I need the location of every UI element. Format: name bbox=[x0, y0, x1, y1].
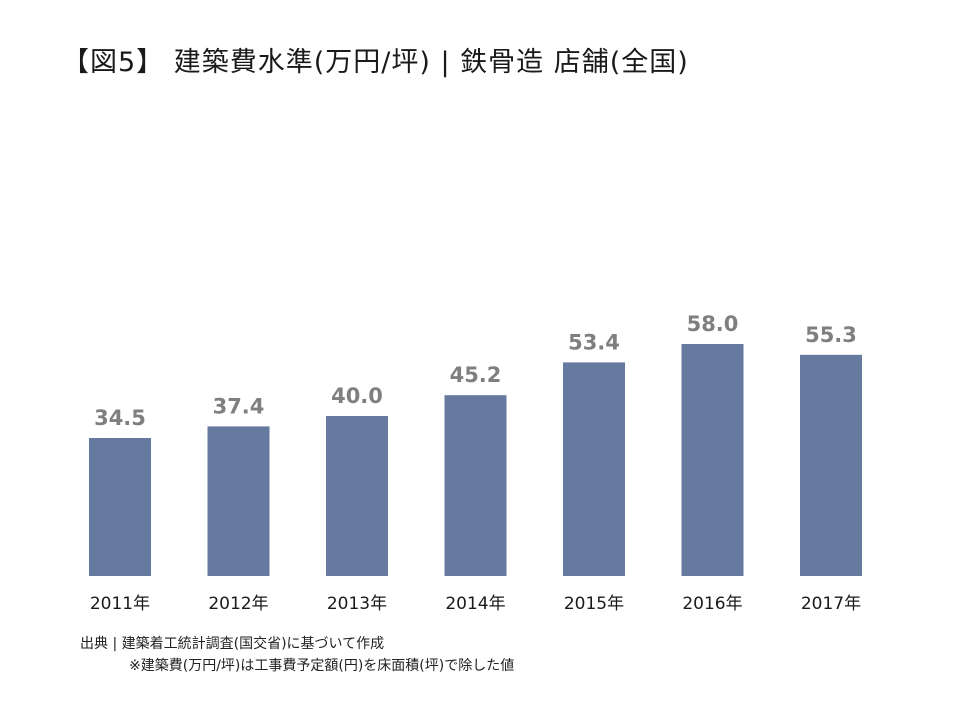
x-tick-label: 2014年 bbox=[445, 594, 505, 614]
x-tick-label: 2017年 bbox=[801, 594, 861, 614]
data-label: 58.0 bbox=[687, 312, 739, 336]
bar-2011年 bbox=[89, 438, 151, 576]
bar-2013年 bbox=[326, 416, 388, 576]
bar-2015年 bbox=[563, 362, 625, 576]
bar-2017年 bbox=[800, 354, 862, 576]
x-tick-label: 2016年 bbox=[682, 594, 742, 614]
bar-2016年 bbox=[681, 344, 744, 576]
x-tick-label: 2015年 bbox=[564, 594, 624, 614]
data-label: 45.2 bbox=[450, 363, 502, 387]
data-label: 37.4 bbox=[213, 394, 265, 418]
data-label: 55.3 bbox=[805, 323, 857, 347]
bar-2012年 bbox=[207, 426, 270, 576]
data-label: 40.0 bbox=[331, 384, 383, 408]
x-tick-label: 2013年 bbox=[327, 594, 387, 614]
x-tick-label: 2011年 bbox=[90, 594, 150, 614]
footnote: ※建築費(万円/坪)は工事費予定額(円)を床面積(坪)で除した値 bbox=[129, 658, 515, 674]
bar-2014年 bbox=[444, 395, 507, 576]
data-label: 34.5 bbox=[94, 406, 146, 430]
x-tick-label: 2012年 bbox=[208, 594, 268, 614]
source-note: 出典 | 建築着工統計調査(国交省)に基づいて作成 bbox=[80, 636, 385, 652]
chart-title: 【図5】 建築費水準(万円/坪) | 鉄骨造 店舗(全国) bbox=[62, 47, 689, 78]
data-label: 53.4 bbox=[568, 330, 620, 354]
